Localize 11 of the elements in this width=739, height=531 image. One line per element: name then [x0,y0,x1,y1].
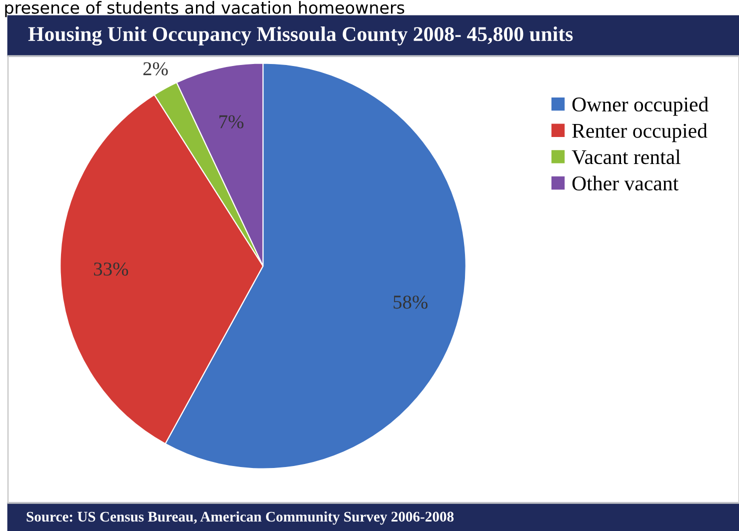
legend-label: Renter occupied [572,123,708,142]
text: presence of students and vacation homeowners [5,1,404,18]
data-label: 2% [143,62,168,76]
data-label: 7% [219,115,244,128]
legend-label: Other vacant [572,176,678,190]
source-note: Source: US Census Bureau, American Community Survey 2006-2008 [26,511,454,525]
chart-title: Housing Unit Occupancy Missoula County 2008- 45,800 units [28,26,573,46]
data-label: 58% [394,296,428,309]
legend-label: Vacant rental [572,150,680,164]
data-label: 33% [94,262,128,276]
legend-label: Owner occupied [572,96,708,116]
